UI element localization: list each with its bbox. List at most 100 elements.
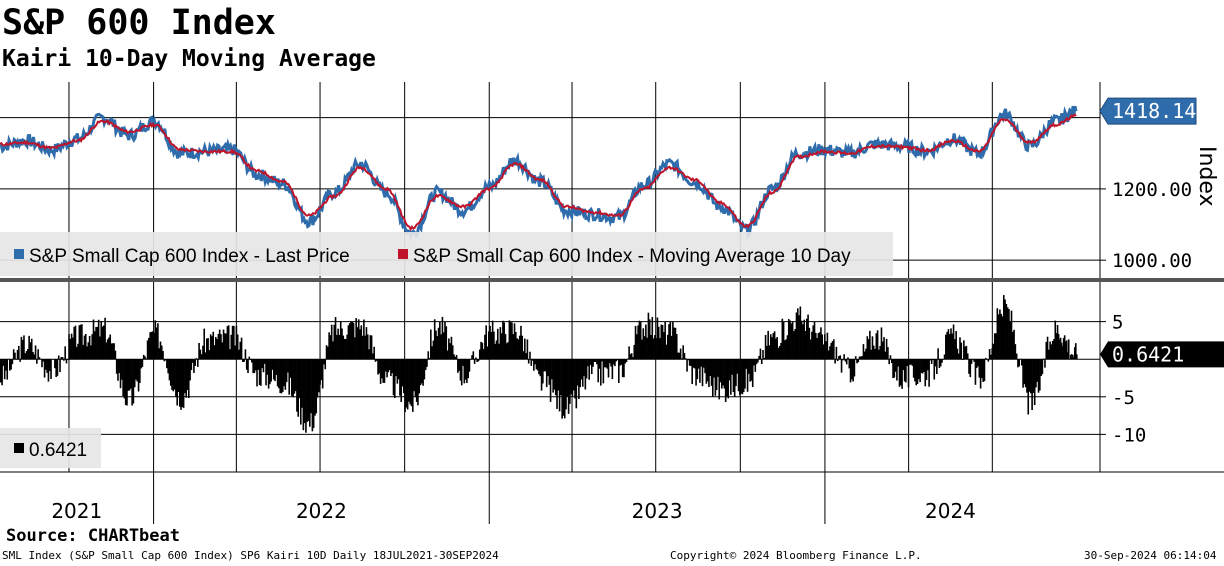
kairi-bar: [682, 345, 684, 360]
kairi-bar: [821, 334, 824, 360]
kairi-bar: [709, 359, 712, 377]
kairi-bar: [307, 359, 310, 421]
kairi-bar: [283, 359, 285, 387]
kairi-bar: [486, 346, 489, 360]
kairi-bar: [226, 326, 229, 360]
kairi-bar: [1028, 359, 1031, 392]
kairi-bar: [713, 359, 715, 378]
kairi-bar: [73, 326, 75, 360]
kairi-bar: [634, 325, 637, 360]
kairi-bar: [279, 359, 281, 394]
kairi-bar: [656, 317, 659, 360]
kairi-bar: [711, 359, 714, 397]
kairi-bar: [101, 326, 104, 360]
kairi-bar: [518, 335, 521, 360]
kairi-bar: [805, 318, 808, 360]
kairi-bar: [782, 321, 785, 360]
kairi-bar: [289, 359, 292, 378]
kairi-bar: [515, 331, 517, 360]
kairi-bar: [351, 321, 354, 360]
kairi-bar: [276, 359, 279, 387]
kairi-bar: [772, 333, 775, 360]
kairi-bar: [108, 337, 110, 360]
kairi-bar: [579, 359, 581, 388]
kairi-bar: [484, 334, 486, 360]
kairi-bar: [876, 330, 879, 360]
kairi-bar: [115, 359, 118, 374]
kairi-bar: [189, 359, 191, 381]
kairi-bar: [401, 359, 404, 387]
kairi-bar: [583, 359, 585, 377]
kairi-bar: [715, 359, 718, 391]
kairi-bar: [957, 353, 960, 360]
kairi-bar: [231, 325, 234, 360]
kairi-bar: [664, 321, 666, 360]
kairi-bar: [343, 338, 346, 360]
kairi-bar: [0, 359, 2, 383]
kairi-bar: [487, 331, 490, 360]
kairi-bar: [643, 336, 646, 360]
kairi-bar: [556, 359, 558, 409]
kairi-bar: [303, 359, 306, 424]
kairi-bar: [647, 312, 650, 360]
kairi-bar: [721, 359, 723, 389]
kairi-bar: [418, 359, 421, 394]
kairi-bar: [639, 321, 642, 360]
x-year-label: 2022: [296, 499, 347, 523]
kairi-bar: [290, 359, 293, 396]
kairi-bar: [692, 359, 695, 368]
kairi-bar: [678, 352, 681, 360]
kairi-bar: [288, 359, 291, 395]
kairi-bar: [262, 359, 265, 373]
kairi-bar: [230, 334, 233, 360]
kairi-bar: [334, 317, 337, 360]
kairi-bar: [297, 359, 300, 417]
kairi-bar: [825, 341, 827, 360]
price-tick-label: 1200.00: [1112, 179, 1192, 201]
kairi-bar: [327, 346, 329, 360]
kairi-bar: [1008, 309, 1010, 360]
kairi-bar: [916, 359, 919, 384]
kairi-bar: [512, 334, 515, 360]
kairi-bar: [816, 338, 818, 360]
kairi-bar: [51, 358, 54, 360]
kairi-bar: [198, 342, 200, 360]
kairi-bar: [1042, 358, 1045, 360]
kairi-bar: [498, 343, 500, 360]
x-year-label: 2023: [632, 499, 683, 523]
kairi-bar: [657, 326, 660, 360]
kairi-bar: [428, 358, 431, 360]
kairi-bar: [124, 359, 127, 406]
kairi-bar: [280, 359, 283, 394]
kairi-bar: [525, 353, 527, 360]
kairi-bar: [918, 359, 920, 380]
kairi-bar: [485, 325, 487, 360]
kairi-bar: [905, 359, 907, 383]
kairi-bar: [730, 359, 732, 395]
kairi-bar: [614, 359, 616, 367]
kairi-bar: [386, 359, 388, 378]
kairi-bar: [357, 319, 360, 360]
kairi-bar: [973, 359, 975, 362]
kairi-bar: [907, 359, 910, 388]
kairi-bar: [728, 359, 731, 381]
kairi-bar: [947, 329, 950, 360]
kairi-bar: [258, 359, 261, 385]
kairi-bar: [952, 324, 955, 360]
kairi-bar: [520, 325, 522, 360]
kairi-bar: [669, 321, 672, 360]
kairi-bar: [77, 343, 79, 360]
kairi-bar: [263, 359, 266, 364]
kairi-bar: [718, 359, 721, 400]
kairi-bar: [400, 359, 403, 403]
kairi-bar: [592, 359, 594, 367]
kairi-bar: [733, 359, 736, 397]
kairi-bar: [530, 359, 533, 366]
kairi-bar: [737, 359, 740, 392]
kairi-bar: [798, 315, 800, 360]
kairi-bar: [724, 359, 727, 402]
kairi-bar: [1073, 347, 1076, 360]
kairi-bar: [458, 359, 460, 371]
kairi-bar: [566, 359, 569, 397]
kairi-bar: [365, 327, 368, 360]
